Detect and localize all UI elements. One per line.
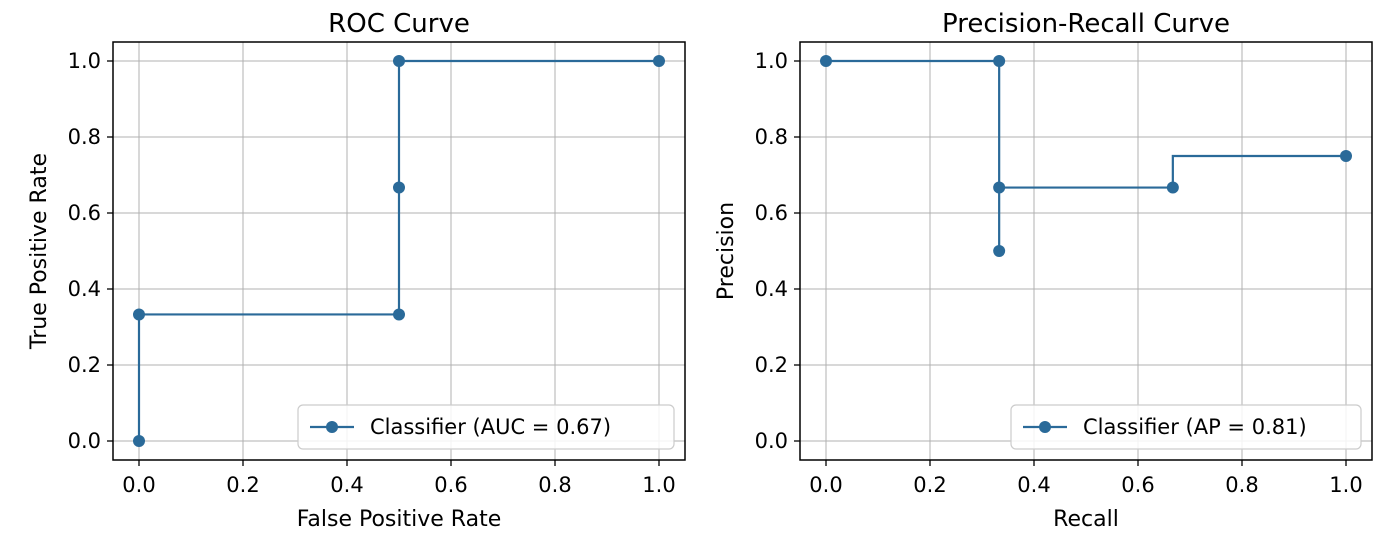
x-tick-label: 0.0	[122, 473, 155, 497]
y-axis-label: True Positive Rate	[27, 153, 52, 350]
x-tick-label: 0.8	[1225, 473, 1258, 497]
roc-chart: 0.0 0.2 0.4 0.6 0.8 1.0 0.0 0.2 0.4 0.6 0.8 1.0 Clas…	[27, 9, 686, 532]
data-point	[1340, 150, 1352, 162]
x-tick-label: 0.6	[434, 473, 467, 497]
y-tick-label: 0.4	[755, 277, 788, 301]
y-tick-label: 0.2	[755, 353, 788, 377]
y-tick-label: 1.0	[68, 49, 101, 73]
y-tick-label: 0.4	[68, 277, 101, 301]
legend-marker-swatch	[1039, 421, 1051, 433]
x-tick-label: 0.2	[226, 473, 259, 497]
x-tick-label: 0.8	[538, 473, 571, 497]
data-point	[1166, 181, 1179, 194]
x-axis-label: Recall	[1053, 507, 1119, 532]
data-point	[820, 55, 832, 67]
legend-label: Classifier (AUC = 0.67)	[370, 415, 611, 439]
x-tick-label: 0.4	[1017, 473, 1050, 497]
data-point	[993, 55, 1006, 67]
chart-title: Precision-Recall Curve	[942, 9, 1230, 39]
x-tick-label: 0.0	[809, 473, 842, 497]
legend-marker-swatch	[326, 421, 338, 433]
precision-recall-chart: 0.0 0.2 0.4 0.6 0.8 1.0 0.0 0.2 0.4 0.6 0.8 1.0 Clas…	[714, 9, 1373, 532]
x-tick-label: 0.6	[1121, 473, 1154, 497]
legend-label: Classifier (AP = 0.81)	[1083, 415, 1307, 439]
data-point	[133, 308, 145, 321]
x-axis-label: False Positive Rate	[297, 507, 501, 532]
data-point	[993, 245, 1006, 257]
x-tick-label: 0.2	[913, 473, 946, 497]
series-line	[137, 59, 659, 441]
data-point	[393, 55, 405, 67]
data-point	[993, 181, 1006, 194]
x-tick-label: 0.4	[330, 473, 363, 497]
y-tick-label: 0.0	[755, 429, 788, 453]
y-tick-label: 1.0	[755, 49, 788, 73]
legend-box	[297, 404, 675, 450]
x-tick-label: 1.0	[642, 473, 675, 497]
y-axis-label: Precision	[714, 202, 739, 300]
axes-frame	[112, 41, 686, 461]
legend: Classifier (AP = 0.81)	[1010, 404, 1362, 450]
series-line	[826, 59, 1346, 251]
y-tick-label: 0.6	[68, 201, 101, 225]
legend: Classifier (AUC = 0.67)	[297, 404, 675, 450]
data-point	[653, 55, 665, 67]
y-tick-label: 0.8	[68, 125, 101, 149]
axes-frame	[799, 41, 1373, 461]
y-tick-label: 0.0	[68, 429, 101, 453]
legend-box	[1010, 404, 1362, 450]
data-point	[393, 181, 405, 194]
y-tick-label: 0.8	[755, 125, 788, 149]
chart-title: ROC Curve	[328, 9, 470, 39]
y-tick-label: 0.2	[68, 353, 101, 377]
x-tick-label: 1.0	[1329, 473, 1362, 497]
data-point	[393, 308, 405, 321]
y-tick-label: 0.6	[755, 201, 788, 225]
data-point	[133, 435, 145, 447]
